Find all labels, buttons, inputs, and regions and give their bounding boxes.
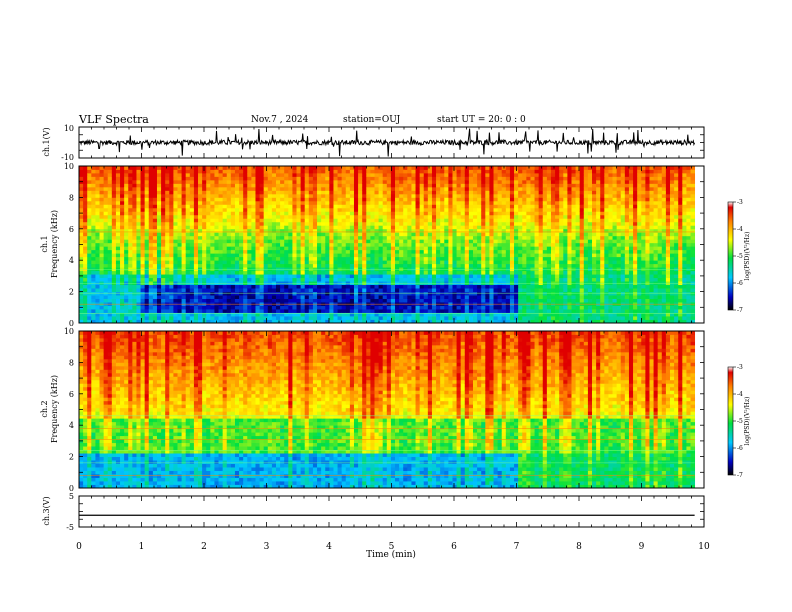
ch1-colorbar-tick-label: -5	[737, 253, 743, 260]
ch1-spec-ylabel-channel: ch.1	[40, 235, 49, 252]
ch1-spectrogram-heatmap	[79, 166, 696, 324]
x-tick-label: 7	[514, 542, 520, 552]
ch1-colorbar-label: log(PSD)(V²/Hz)	[744, 232, 751, 281]
x-tick-label: 8	[576, 542, 582, 552]
ch2-colorbar-tick-label: -7	[737, 472, 743, 479]
ch2-colorbar-tick-label: -6	[737, 445, 743, 452]
ch2-spec-ytick-label: 2	[69, 453, 74, 462]
ch1-spec-ytick-label: 0	[69, 319, 74, 328]
ch1-spec-ytick-label: 2	[69, 288, 74, 297]
x-tick-label: 10	[698, 542, 710, 552]
ch1-ytick-bottom: -10	[61, 153, 74, 162]
chart-title: VLF Spectra	[79, 113, 149, 126]
ch1-spec-ylabel: Frequency (kHz)	[50, 210, 59, 278]
ch1-spec-ytick-label: 4	[69, 256, 74, 265]
ch2-colorbar-tick-label: -4	[737, 391, 743, 398]
x-axis-label: Time (min)	[366, 549, 416, 560]
ch3-waveform-ylabel: ch.3(V)	[42, 496, 51, 525]
ch1-colorbar-tick-label: -6	[737, 280, 743, 287]
x-tick-label: 1	[139, 542, 145, 552]
ch2-spec-ytick-label: 4	[69, 421, 74, 430]
ch2-spec-ytick-label: 10	[64, 327, 74, 336]
ch2-spectrogram-heatmap	[79, 331, 696, 489]
x-tick-label: 4	[326, 542, 332, 552]
ch1-spec-ytick-label: 8	[69, 193, 74, 202]
ch1-spec-ytick-label: 6	[69, 225, 74, 234]
x-tick-label: 0	[76, 542, 82, 552]
ch2-spec-ytick-label: 0	[69, 484, 74, 493]
ch1-colorbar-tick-label: -7	[737, 307, 743, 314]
ch2-colorbar-label: log(PSD)(V²/Hz)	[744, 397, 751, 446]
x-tick-label: 3	[264, 542, 270, 552]
ch2-spec-ytick-label: 6	[69, 390, 74, 399]
ch2-colorbar	[727, 366, 734, 476]
ch1-colorbar	[727, 201, 734, 311]
ch2-spec-ylabel-channel: ch.2	[40, 400, 49, 417]
ch2-colorbar-tick-label: -5	[737, 418, 743, 425]
start-time-label: start UT = 20: 0 : 0	[437, 115, 526, 125]
ch3-ytick-bottom: -5	[66, 523, 74, 532]
ch3-waveform-panel: 5 -5 ch.3(V)	[42, 492, 705, 532]
station-label: station=OUJ	[343, 115, 401, 125]
ch3-ytick-top: 5	[69, 492, 74, 501]
ch1-waveform-ylabel: ch.1(V)	[42, 127, 51, 156]
x-tick-label: 9	[639, 542, 645, 552]
ch1-spec-ytick-label: 10	[64, 162, 74, 171]
ch1-ytick-top: 10	[64, 124, 74, 133]
ch1-waveform-panel: 10 -10 ch.1(V)	[42, 124, 705, 162]
ch1-colorbar-tick-label: -3	[737, 199, 743, 206]
x-tick-label: 2	[201, 542, 207, 552]
ch2-spec-ylabel: Frequency (kHz)	[50, 375, 59, 443]
ch2-spec-ytick-label: 8	[69, 358, 74, 367]
x-tick-label: 5	[389, 542, 395, 552]
date-label: Nov.7 , 2024	[251, 115, 309, 125]
ch1-colorbar-tick-label: -4	[737, 226, 743, 233]
ch2-colorbar-tick-label: -3	[737, 364, 743, 371]
ch1-waveform-line	[79, 128, 696, 157]
x-tick-label: 6	[451, 542, 457, 552]
